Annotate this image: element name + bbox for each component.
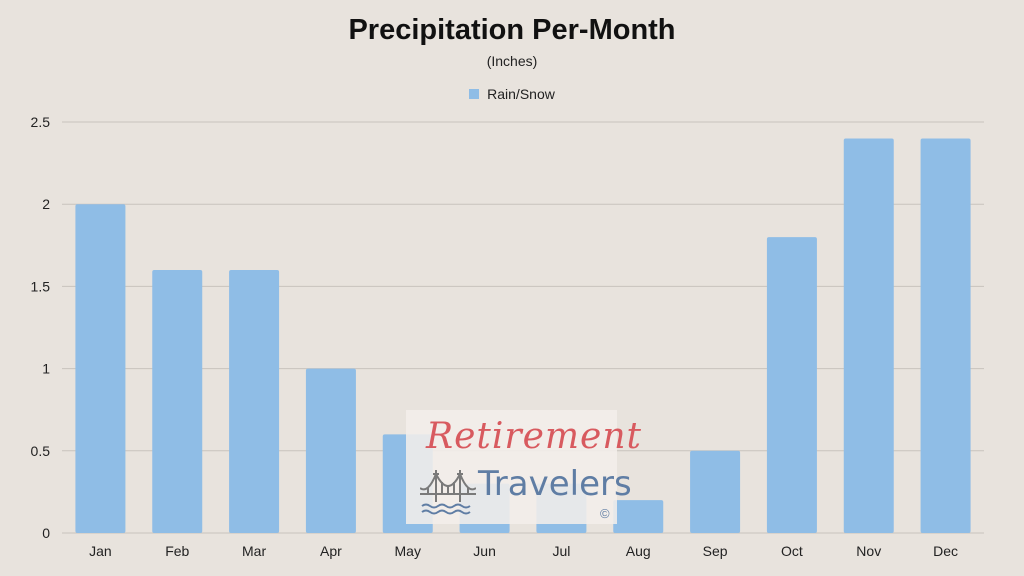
bridge-icon <box>420 470 476 515</box>
legend-swatch <box>469 89 480 99</box>
x-tick-label: Apr <box>320 543 342 559</box>
bar-apr <box>305 368 356 533</box>
bar-sep <box>690 450 741 533</box>
bar-jan <box>75 204 126 533</box>
y-tick-label: 2 <box>42 196 50 212</box>
y-tick-label: 0 <box>42 525 50 541</box>
bar-mar <box>229 269 280 533</box>
watermark-logo: Retirement Travelers © <box>406 410 641 524</box>
chart-title: Precipitation Per-Month <box>348 14 676 46</box>
y-tick-label: 0.5 <box>31 443 51 459</box>
bar-aug <box>613 500 664 533</box>
x-tick-label: Aug <box>626 543 651 559</box>
bar-oct <box>766 237 817 533</box>
bar-dec <box>920 138 971 533</box>
watermark-retirement: Retirement <box>426 416 642 457</box>
x-tick-label: Oct <box>781 543 803 559</box>
y-tick-label: 1.5 <box>31 278 51 294</box>
x-tick-label: Nov <box>856 543 881 559</box>
x-tick-label: Feb <box>165 543 189 559</box>
bar-feb <box>152 269 203 533</box>
y-tick-label: 1 <box>42 361 50 377</box>
x-tick-label: Jan <box>89 543 112 559</box>
x-tick-label: Jun <box>473 543 496 559</box>
x-tick-label: May <box>395 543 421 559</box>
x-tick-label: Dec <box>933 543 958 559</box>
chart-legend: Rain/Snow <box>0 86 1024 102</box>
x-tick-label: Mar <box>242 543 266 559</box>
bar-nov <box>843 138 894 533</box>
watermark-copyright: © <box>600 506 610 521</box>
legend-label: Rain/Snow <box>487 86 555 102</box>
x-tick-label: Jul <box>552 543 570 559</box>
y-tick-label: 2.5 <box>31 114 51 130</box>
x-tick-label: Sep <box>703 543 728 559</box>
chart-subtitle: (Inches) <box>486 53 538 69</box>
watermark-travelers: Travelers <box>478 464 632 504</box>
